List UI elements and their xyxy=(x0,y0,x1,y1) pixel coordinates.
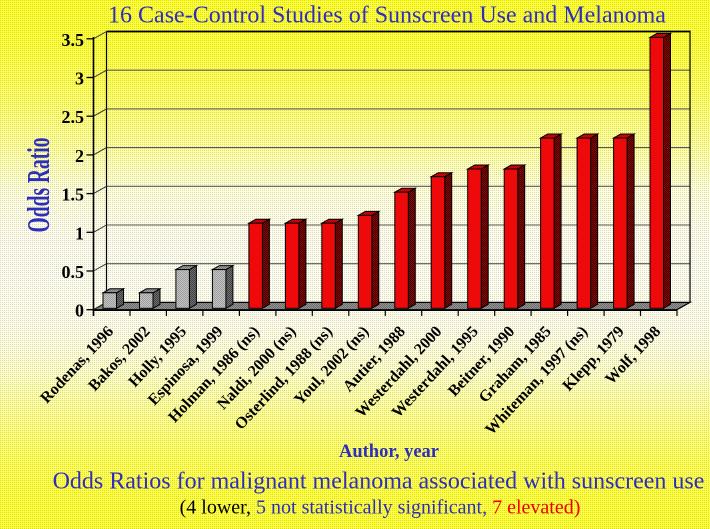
svg-text:2.5: 2.5 xyxy=(62,107,85,127)
svg-text:Odds Ratio: Odds Ratio xyxy=(20,138,56,233)
svg-text:16 Case-Control Studies of Sun: 16 Case-Control Studies of Sunscreen Use… xyxy=(108,3,666,29)
svg-text:1.5: 1.5 xyxy=(62,185,85,205)
svg-text:Odds Ratios for malignant mela: Odds Ratios for malignant melanoma assoc… xyxy=(53,469,705,495)
svg-text:Author, year: Author, year xyxy=(339,442,439,462)
svg-text:1: 1 xyxy=(75,223,84,243)
svg-text:3.5: 3.5 xyxy=(62,30,85,50)
svg-text:3: 3 xyxy=(75,69,84,89)
svg-text:0.5: 0.5 xyxy=(62,262,85,282)
svg-text:(4 lower, 5 not statistically: (4 lower, 5 not statistically significan… xyxy=(180,497,581,519)
svg-text:0: 0 xyxy=(75,301,84,321)
svg-text:2: 2 xyxy=(75,146,84,166)
